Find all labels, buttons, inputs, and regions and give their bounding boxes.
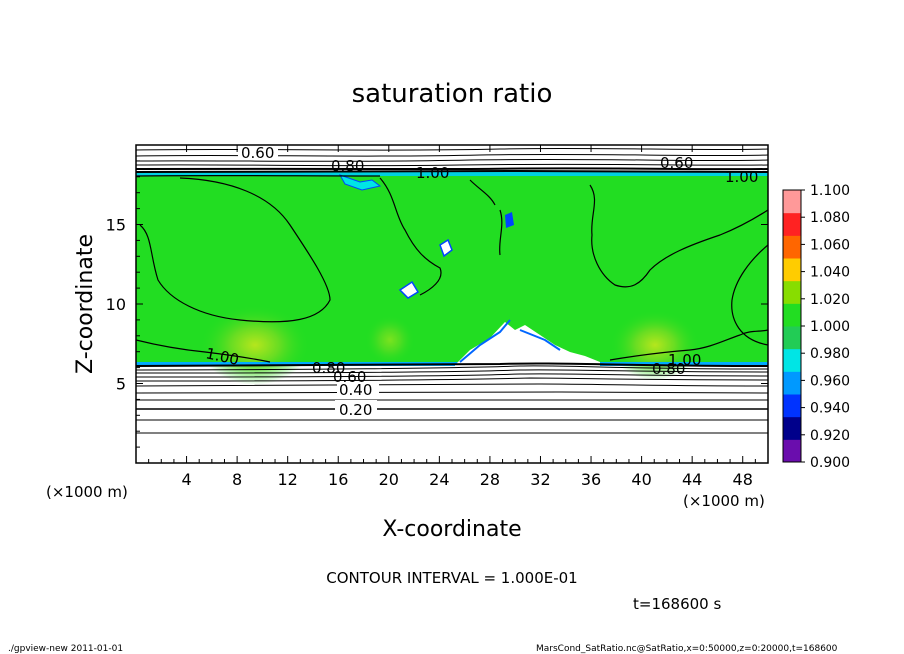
y-tick-label: 5 xyxy=(116,375,126,394)
contour-label: 1.00 xyxy=(725,168,758,186)
x-tick-label: 16 xyxy=(328,470,348,489)
colorbar-label: 0.940 xyxy=(810,401,850,417)
contour-label: 0.20 xyxy=(339,401,372,419)
colorbar-segment xyxy=(783,303,801,327)
colorbar-segment xyxy=(783,348,801,372)
contour-interval: CONTOUR INTERVAL = 1.000E-01 xyxy=(326,569,577,587)
colorbar-segment xyxy=(783,212,801,236)
plot-area: 0.20 0.40 0.60 0.80 1.00 0.60 0.80 1.00 … xyxy=(136,144,768,463)
contour-label: 0.80 xyxy=(331,157,364,175)
colorbar-label: 0.960 xyxy=(810,373,850,389)
colorbar-segment xyxy=(783,190,801,214)
y-axis: 5 10 15 xyxy=(106,160,768,448)
colorbar-label: 1.100 xyxy=(810,183,850,199)
x-tick-label: 12 xyxy=(278,470,298,489)
local-maximum-mid xyxy=(365,315,415,365)
dry-patch-2 xyxy=(439,238,453,258)
x-axis: 4 8 12 16 20 24 28 32 36 40 44 48 xyxy=(148,145,756,489)
contour-label: 0.60 xyxy=(241,144,274,162)
colorbar-segment xyxy=(783,280,801,304)
contour-label: 0.80 xyxy=(312,359,345,377)
colorbar-label: 0.920 xyxy=(810,428,850,444)
colorbar-label: 1.060 xyxy=(810,237,850,253)
x-tick-label: 8 xyxy=(232,470,242,489)
x-tick-label: 44 xyxy=(682,470,702,489)
colorbar-segment xyxy=(783,235,801,259)
colorbar-segment xyxy=(783,326,801,350)
contour-labels: 0.20 0.40 0.60 0.80 1.00 0.60 0.80 1.00 … xyxy=(204,144,758,419)
colorbar-segment xyxy=(783,439,801,463)
upper-fringe xyxy=(338,174,382,191)
x-tick-label: 40 xyxy=(631,470,651,489)
dry-patch-1 xyxy=(398,280,420,299)
contour-label: 1.00 xyxy=(668,351,701,369)
footer-left: ./gpview-new 2011-01-01 xyxy=(8,644,123,654)
colorbar-label: 0.980 xyxy=(810,346,850,362)
colorbar-label: 1.000 xyxy=(810,319,850,335)
footer-right: MarsCond_SatRatio.nc@SatRatio,x=0:50000,… xyxy=(536,644,838,654)
x-tick-label: 4 xyxy=(181,470,191,489)
contours-lower xyxy=(136,362,768,434)
x-tick-label: 32 xyxy=(530,470,550,489)
colorbar-label: 0.900 xyxy=(810,455,850,471)
colorbar-label: 1.020 xyxy=(810,292,850,308)
y-tick-label: 10 xyxy=(106,295,126,314)
contour-label: 0.60 xyxy=(333,368,366,386)
y-tick-label: 15 xyxy=(106,216,126,235)
contour-label: 0.60 xyxy=(660,154,693,172)
x-tick-label: 48 xyxy=(733,470,753,489)
upper-boundary-band xyxy=(136,172,768,176)
contours-middle xyxy=(136,177,768,363)
chart-title: saturation ratio xyxy=(352,79,553,109)
colorbar-label: 1.080 xyxy=(810,210,850,226)
x-axis-label: X-coordinate xyxy=(382,517,521,542)
x-tick-label: 36 xyxy=(581,470,601,489)
colorbar-segment xyxy=(783,394,801,418)
colorbar: 0.900 0.920 0.940 0.960 0.980 1.000 1.020 1.040… xyxy=(782,183,850,471)
time-label: t=168600 s xyxy=(633,595,721,613)
contour-label: 0.80 xyxy=(652,360,685,378)
colorbar-segment xyxy=(783,416,801,440)
contour-label: 0.40 xyxy=(339,381,372,399)
x-tick-label: 20 xyxy=(379,470,399,489)
dry-patch-3 xyxy=(505,212,514,228)
colorbar-label: 1.040 xyxy=(810,265,850,281)
x-unit-left: (×1000 m) xyxy=(46,483,128,501)
intrusion-edge xyxy=(459,319,561,363)
x-tick-label: 28 xyxy=(480,470,500,489)
x-tick-label: 24 xyxy=(429,470,449,489)
x-unit-right: (×1000 m) xyxy=(683,492,765,510)
contour-label: 1.00 xyxy=(416,164,449,182)
dry-intrusion-bottom xyxy=(455,322,600,366)
y-axis-label: Z-coordinate xyxy=(73,234,98,374)
colorbar-segment xyxy=(783,258,801,282)
colorbar-segment xyxy=(783,371,801,395)
